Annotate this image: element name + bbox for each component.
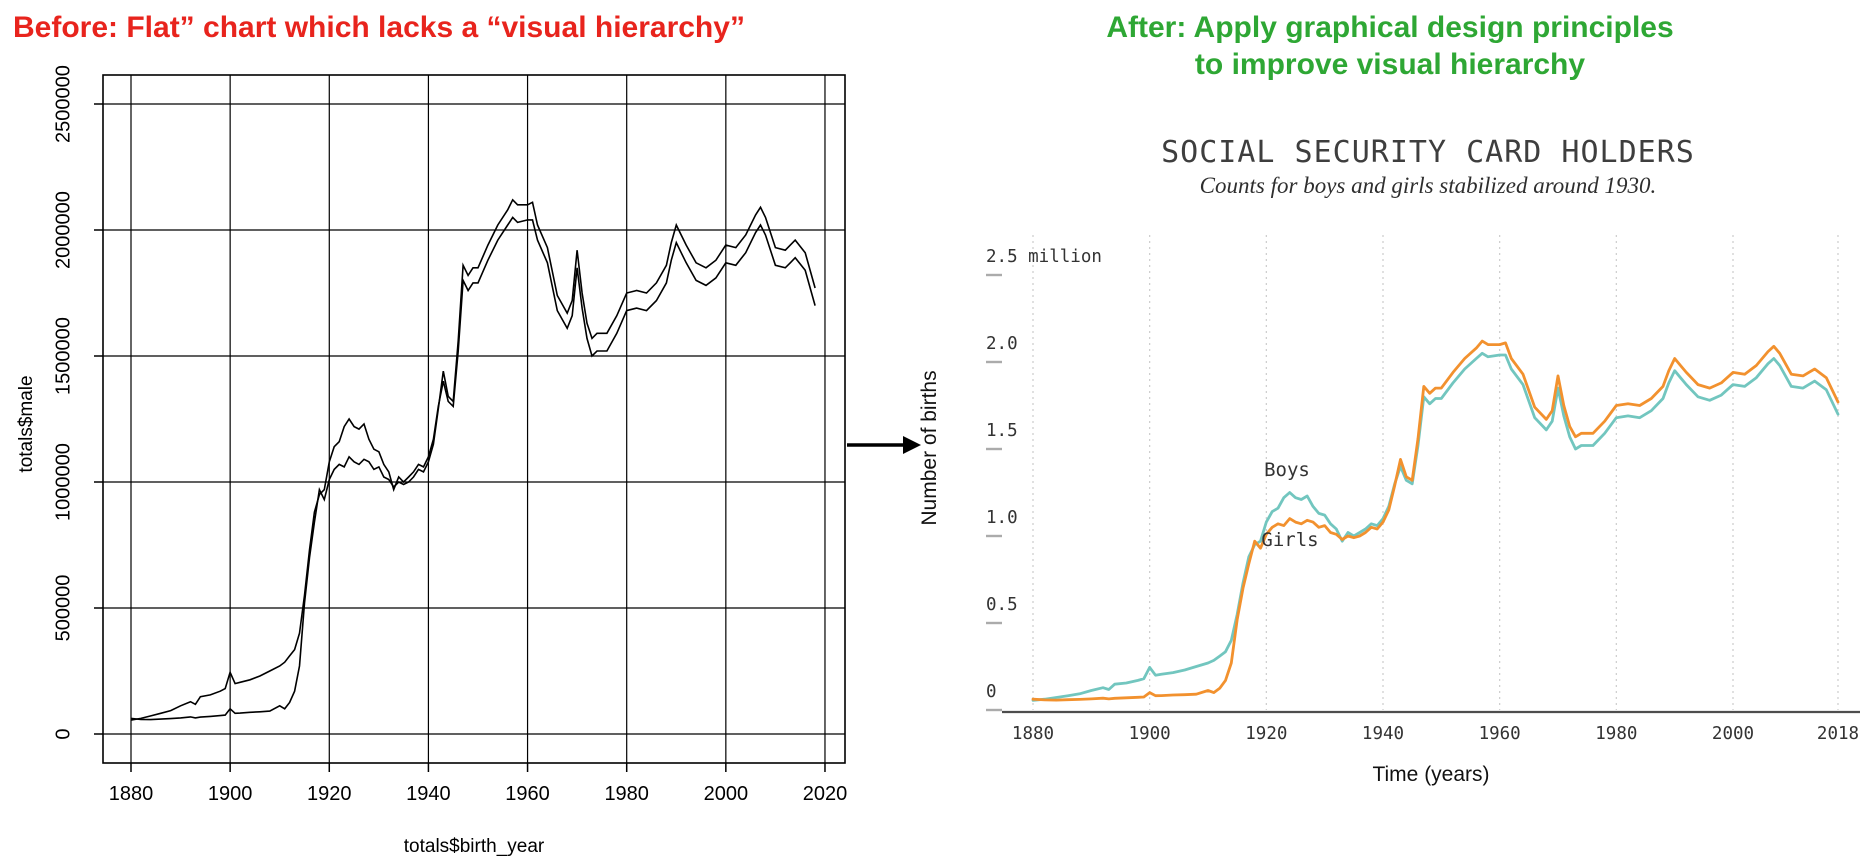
right-chart-title: SOCIAL SECURITY CARD HOLDERS bbox=[1161, 135, 1695, 170]
after-header: After: Apply graphical design principles… bbox=[930, 9, 1850, 83]
right-x-tick-label: 1980 bbox=[1595, 724, 1638, 744]
left-x-axis-label: totals$birth_year bbox=[403, 836, 545, 857]
right-x-tick-label: 1880 bbox=[1011, 724, 1055, 744]
left-y-tick-label: 2000000 bbox=[52, 191, 75, 269]
right-x-tick-label: 1920 bbox=[1245, 724, 1288, 744]
before-header: Before: Flat” chart which lacks a “visua… bbox=[13, 11, 745, 44]
left-x-tick-label: 1900 bbox=[207, 783, 253, 805]
right-x-tick-label: 2018 bbox=[1816, 724, 1860, 744]
left-x-tick-label: 2020 bbox=[802, 783, 848, 805]
left-y-tick-label: 500000 bbox=[52, 574, 75, 642]
left-y-axis-label: totals$male bbox=[16, 375, 37, 473]
before-series-line-girls bbox=[130, 198, 816, 721]
left-y-tick-label: 1000000 bbox=[52, 443, 75, 521]
right-x-tick-label: 1960 bbox=[1478, 724, 1521, 744]
left-x-tick-label: 1880 bbox=[108, 783, 154, 805]
right-y-tick-label: 2.0 bbox=[986, 334, 1018, 354]
right-y-tick-label: 1.5 bbox=[986, 421, 1018, 441]
after-series-line-boys bbox=[1031, 351, 1840, 702]
left-x-tick-label: 2000 bbox=[703, 783, 749, 805]
right-x-tick-label: 1940 bbox=[1361, 724, 1405, 744]
right-chart-subtitle: Counts for boys and girls stabilized aro… bbox=[1199, 173, 1657, 198]
after-header-line1: After: Apply graphical design principles bbox=[1106, 11, 1674, 44]
left-x-tick-label: 1980 bbox=[604, 783, 649, 805]
after-header-line2: to improve visual hierarchy bbox=[1194, 48, 1586, 81]
left-y-tick-label: 1500000 bbox=[52, 317, 75, 395]
before-plot-box bbox=[102, 74, 846, 764]
right-x-tick-label: 2000 bbox=[1711, 724, 1755, 744]
right-y-tick-label: 0 bbox=[986, 682, 997, 702]
boys-series-label: Boys bbox=[1264, 459, 1310, 481]
girls-series-label: Girls bbox=[1261, 529, 1319, 551]
left-y-tick-label: 0 bbox=[52, 728, 75, 740]
left-x-tick-label: 1920 bbox=[307, 783, 352, 805]
right-y-tick-label: 1.0 bbox=[986, 508, 1018, 528]
left-y-tick-label: 2500000 bbox=[52, 65, 75, 143]
right-y-tick-label: 0.5 bbox=[986, 595, 1018, 615]
left-x-tick-label: 1940 bbox=[406, 783, 451, 805]
left-x-tick-label: 1960 bbox=[505, 783, 550, 805]
right-y-tick-label: 2.5 million bbox=[986, 247, 1102, 267]
right-x-tick-label: 1900 bbox=[1128, 724, 1171, 744]
arrow-head-icon bbox=[903, 436, 921, 454]
right-x-axis-label: Time (years) bbox=[1372, 763, 1490, 786]
before-series-line-boys bbox=[130, 216, 816, 721]
after-series-line-girls bbox=[1031, 339, 1840, 702]
right-y-axis-label: Number of births bbox=[918, 370, 941, 526]
